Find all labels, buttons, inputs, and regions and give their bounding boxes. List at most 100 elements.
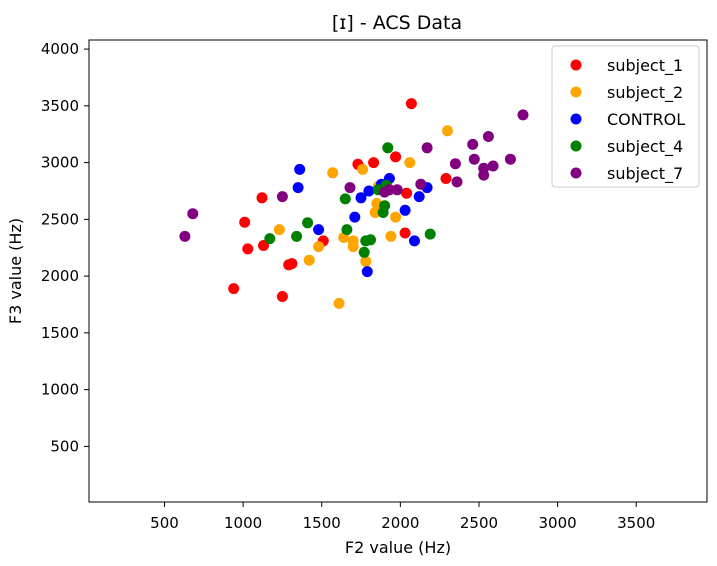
data-point bbox=[413, 191, 425, 203]
data-point bbox=[399, 204, 411, 216]
legend-entry: subject_7 bbox=[570, 164, 683, 184]
data-point bbox=[487, 160, 499, 172]
data-point bbox=[390, 151, 402, 163]
y-tick-label: 500 bbox=[50, 437, 79, 455]
data-point bbox=[409, 235, 420, 247]
data-point bbox=[424, 228, 436, 240]
data-point bbox=[339, 193, 351, 205]
data-point bbox=[401, 187, 413, 199]
y-tick-label: 1000 bbox=[41, 381, 79, 399]
legend-label: subject_2 bbox=[607, 83, 683, 103]
legend-entry: subject_2 bbox=[570, 83, 683, 103]
data-point bbox=[421, 142, 433, 154]
data-point bbox=[442, 125, 453, 137]
legend-label: subject_1 bbox=[607, 56, 683, 76]
data-point bbox=[242, 243, 254, 255]
data-point bbox=[333, 297, 345, 309]
x-tick-label: 1000 bbox=[224, 514, 262, 532]
y-tick-label: 2000 bbox=[41, 267, 79, 285]
plot-frame bbox=[88, 39, 708, 503]
data-point bbox=[368, 157, 380, 169]
legend-items: subject_1 subject_2 CONTROL subject_4subjec… bbox=[570, 56, 685, 184]
data-point bbox=[292, 182, 304, 194]
plot-layer bbox=[179, 98, 529, 309]
legend-marker bbox=[570, 86, 582, 98]
data-point bbox=[286, 258, 298, 270]
data-point bbox=[449, 158, 461, 170]
data-point bbox=[228, 283, 240, 295]
data-point bbox=[291, 230, 303, 242]
y-tick-label: 2500 bbox=[41, 210, 79, 228]
legend-marker bbox=[570, 113, 582, 125]
legend-marker bbox=[570, 140, 582, 152]
data-point bbox=[468, 153, 480, 165]
data-point bbox=[360, 255, 372, 267]
data-point bbox=[385, 230, 397, 242]
series-subject_4 bbox=[264, 142, 436, 258]
data-point bbox=[467, 138, 479, 150]
legend-label: subject_7 bbox=[607, 164, 683, 184]
legend: subject_1 subject_2 CONTROL subject_4subjec… bbox=[551, 45, 700, 188]
data-point bbox=[517, 109, 529, 121]
data-point bbox=[404, 157, 416, 169]
data-point bbox=[365, 234, 376, 246]
series-subject_7 bbox=[179, 109, 529, 242]
data-point bbox=[405, 98, 417, 110]
data-point bbox=[187, 208, 199, 220]
data-point bbox=[399, 227, 411, 239]
y-tick-label: 1500 bbox=[41, 324, 79, 342]
x-tick-label: 2500 bbox=[460, 514, 498, 532]
data-point bbox=[273, 224, 285, 236]
data-point bbox=[363, 185, 375, 197]
data-point bbox=[341, 224, 353, 236]
data-point bbox=[382, 142, 394, 154]
data-point bbox=[383, 184, 395, 196]
data-point bbox=[478, 162, 490, 174]
y-tick-label: 4000 bbox=[41, 40, 79, 58]
data-point bbox=[358, 246, 370, 258]
x-tick-label: 500 bbox=[150, 514, 179, 532]
data-point bbox=[379, 200, 391, 212]
data-point bbox=[482, 131, 494, 142]
data-point bbox=[303, 254, 315, 266]
legend-marker bbox=[570, 167, 582, 179]
x-tick-label: 1500 bbox=[303, 514, 341, 532]
data-point bbox=[276, 191, 288, 203]
data-point bbox=[179, 230, 191, 242]
legend-marker bbox=[570, 59, 582, 71]
data-point bbox=[361, 266, 373, 278]
data-point bbox=[294, 163, 306, 175]
data-point bbox=[344, 182, 356, 194]
data-point bbox=[349, 211, 361, 223]
data-point bbox=[302, 217, 314, 229]
data-point bbox=[440, 173, 452, 184]
data-point bbox=[355, 192, 367, 204]
chart-title: [ɪ] - ACS Data bbox=[332, 12, 462, 34]
data-point bbox=[313, 224, 325, 236]
data-point bbox=[415, 178, 427, 190]
data-point bbox=[390, 211, 402, 223]
x-tick-label: 3500 bbox=[617, 514, 655, 532]
data-point bbox=[357, 163, 369, 175]
y-tick-label: 3000 bbox=[41, 154, 79, 172]
legend-label: CONTROL bbox=[607, 110, 685, 129]
data-point bbox=[313, 241, 325, 253]
legend-entry: CONTROL bbox=[570, 110, 685, 129]
data-point bbox=[504, 153, 516, 165]
data-point bbox=[369, 207, 381, 218]
legend-label: subject_4 bbox=[607, 137, 683, 157]
x-axis-label: F2 value (Hz) bbox=[345, 538, 451, 557]
data-point bbox=[264, 233, 276, 245]
data-point bbox=[391, 184, 403, 196]
x-tick-label: 2000 bbox=[381, 514, 419, 532]
data-point bbox=[347, 241, 359, 253]
legend-entry: subject_1 bbox=[570, 56, 683, 76]
data-point bbox=[327, 167, 339, 179]
data-point bbox=[276, 291, 288, 302]
data-point bbox=[239, 216, 251, 228]
x-tick-label: 3000 bbox=[539, 514, 577, 532]
y-tick-label: 3500 bbox=[41, 97, 79, 115]
data-point bbox=[451, 176, 463, 188]
